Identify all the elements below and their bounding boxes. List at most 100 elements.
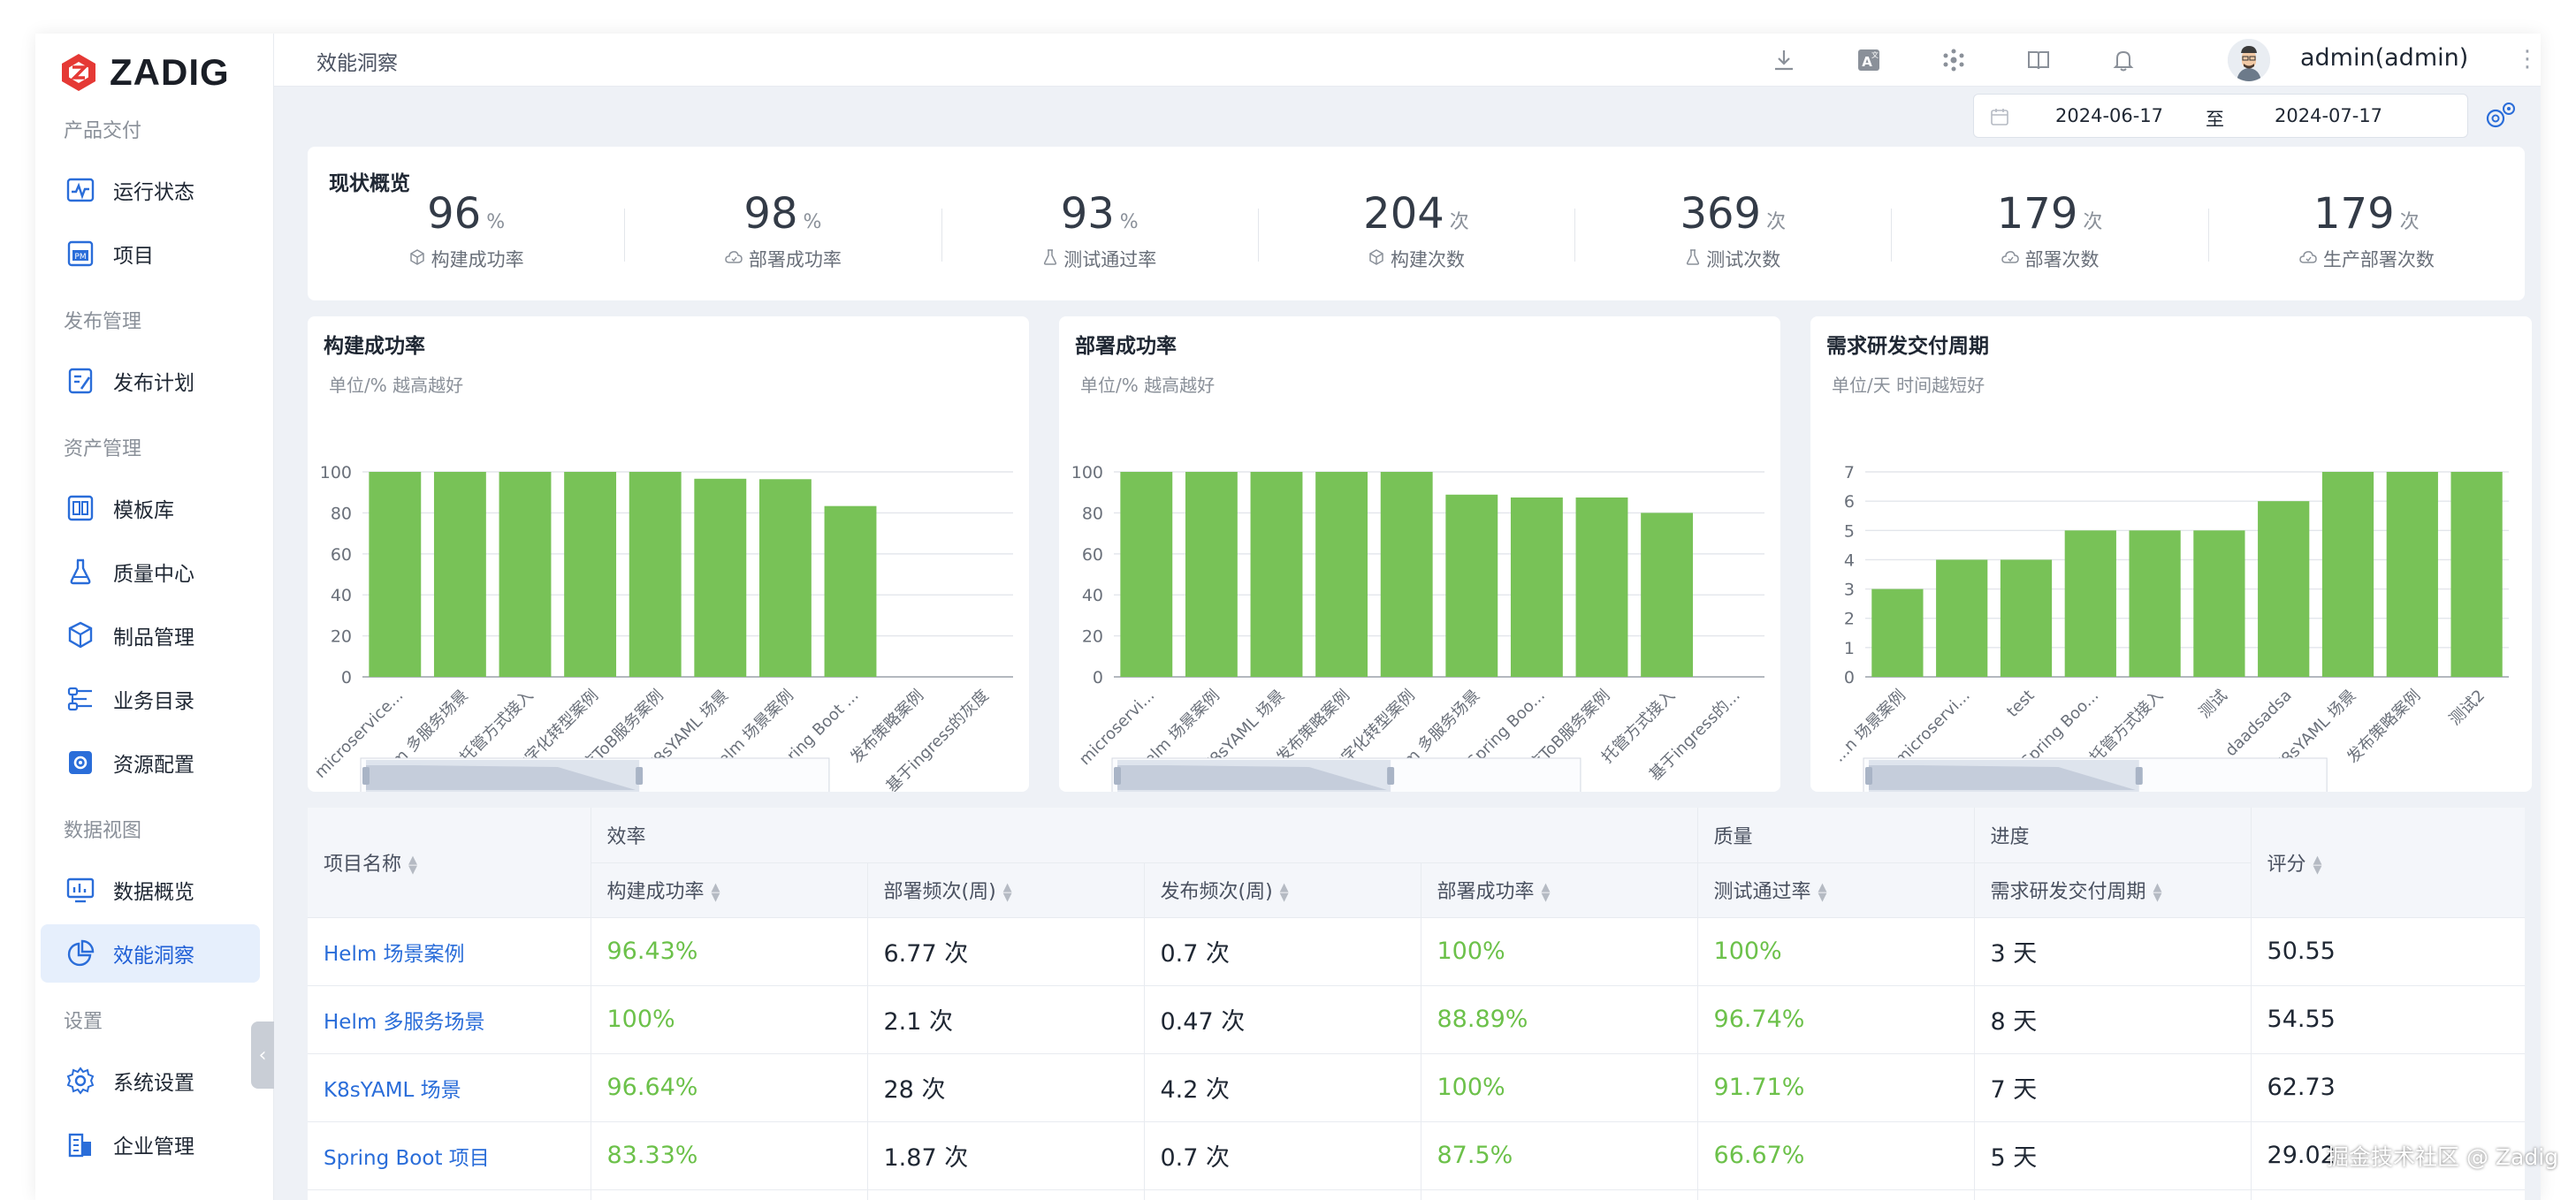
bar[interactable] xyxy=(1575,497,1628,677)
bar[interactable] xyxy=(1380,472,1433,677)
cell-build-rate: 83.33% xyxy=(591,1121,868,1190)
y-tick-label: 6 xyxy=(1844,492,1855,512)
plugins-icon[interactable] xyxy=(1938,44,1970,76)
bar[interactable] xyxy=(694,478,747,677)
sidebar-collapse-button[interactable]: ‹ xyxy=(251,1022,274,1089)
sidebar-item-label: 企业管理 xyxy=(113,1135,194,1158)
watermark: 掘金技术社区 @ Zadig xyxy=(2327,1144,2559,1170)
stat-divider xyxy=(1257,209,1259,262)
flask-icon xyxy=(1685,248,1701,270)
y-tick-label: 4 xyxy=(1844,551,1855,570)
bar[interactable] xyxy=(1871,589,1924,677)
sidebar-item-data-overview[interactable]: 数据概览 xyxy=(41,861,260,919)
sidebar-item-templates[interactable]: 模板库 xyxy=(41,479,260,537)
date-start[interactable]: 2024-06-17 xyxy=(2055,105,2164,126)
zoom-slider-handle[interactable] xyxy=(2135,767,2143,785)
bar[interactable] xyxy=(758,479,812,677)
bar[interactable] xyxy=(629,472,682,677)
bar[interactable] xyxy=(2000,559,2053,677)
sort-icon[interactable]: ▲ ▼ xyxy=(1541,881,1551,904)
cell-deploy-rate: 88.89% xyxy=(1421,985,1698,1054)
bell-icon[interactable] xyxy=(2107,44,2139,76)
sidebar-item-label: 项目 xyxy=(113,245,154,268)
bar[interactable] xyxy=(1936,559,1988,677)
sidebar-item-insights[interactable]: 效能洞察 xyxy=(41,924,260,983)
cell-delivery-cycle: 8 天 xyxy=(1974,985,2252,1054)
bar[interactable] xyxy=(1120,472,1173,677)
stat-label: 构建次数 xyxy=(1390,249,1465,270)
group-label-release: 发布管理 xyxy=(64,311,142,333)
chart-title: 需求研发交付周期 xyxy=(1826,335,1989,358)
col-score[interactable]: 评分 ▲ ▼ xyxy=(2251,808,2525,918)
bar[interactable] xyxy=(1445,494,1498,677)
cell-deploy-freq: 1.87 次 xyxy=(867,1121,1145,1190)
bar[interactable] xyxy=(824,505,877,677)
bar[interactable] xyxy=(1315,472,1368,677)
col-delivery-cycle[interactable]: 需求研发交付周期 ▲ ▼ xyxy=(1974,862,2252,918)
zoom-slider-handle[interactable] xyxy=(362,767,370,785)
download-icon[interactable] xyxy=(1768,44,1800,76)
date-range-picker[interactable]: 2024-06-17 至 2024-07-17 xyxy=(1973,94,2468,138)
project-link[interactable]: Helm 多服务场景 xyxy=(308,985,591,1054)
sort-icon[interactable]: ▲ ▼ xyxy=(408,853,418,877)
project-link[interactable]: Spring Boot 项目 xyxy=(308,1121,591,1190)
sidebar-item-system-settings[interactable]: 系统设置 xyxy=(41,1052,260,1110)
bar[interactable] xyxy=(1185,472,1238,677)
cell-delivery-cycle: 5 天 xyxy=(1974,1121,2252,1190)
bar[interactable] xyxy=(2450,472,2503,677)
zoom-slider-handle[interactable] xyxy=(1114,767,1121,785)
col-deploy-rate[interactable]: 部署成功率 ▲ ▼ xyxy=(1421,862,1698,918)
avatar[interactable] xyxy=(2228,39,2270,81)
col-build-rate[interactable]: 构建成功率 ▲ ▼ xyxy=(591,862,868,918)
sidebar-item-project[interactable]: PM 项目 xyxy=(41,224,260,283)
svg-text:PM: PM xyxy=(74,253,86,262)
cell-deploy-rate: 100% xyxy=(1421,1053,1698,1122)
stat-value: 93 xyxy=(1060,189,1115,239)
bar[interactable] xyxy=(369,472,422,677)
bar[interactable] xyxy=(564,472,617,677)
sort-icon[interactable]: ▲ ▼ xyxy=(2313,853,2322,877)
bar[interactable] xyxy=(2064,530,2116,677)
sort-icon[interactable]: ▲ ▼ xyxy=(1818,881,1827,904)
sidebar-item-release-plan[interactable]: 发布计划 xyxy=(41,352,260,410)
bar[interactable] xyxy=(2193,530,2245,677)
sidebar-item-status[interactable]: 运行状态 xyxy=(41,161,260,219)
bar[interactable] xyxy=(2386,472,2438,677)
bar[interactable] xyxy=(2321,472,2374,677)
more-menu-icon[interactable]: ⋮ xyxy=(2516,46,2539,72)
sidebar-item-resources[interactable]: 资源配置 xyxy=(41,733,260,792)
bar[interactable] xyxy=(2129,530,2181,677)
sort-icon[interactable]: ▲ ▼ xyxy=(711,881,720,904)
bar[interactable] xyxy=(2258,501,2310,677)
sort-icon[interactable]: ▲ ▼ xyxy=(1279,881,1289,904)
bar[interactable] xyxy=(1510,497,1563,677)
col-release-freq[interactable]: 发布频次(周) ▲ ▼ xyxy=(1144,862,1421,918)
date-end[interactable]: 2024-07-17 xyxy=(2275,105,2383,126)
overview-stat: 93% 测试通过率 xyxy=(941,189,1258,272)
project-link[interactable]: K8sYAML 场景 xyxy=(308,1053,591,1122)
bar[interactable] xyxy=(1250,472,1303,677)
sort-icon[interactable]: ▲ ▼ xyxy=(1002,881,1012,904)
insight-settings-icon[interactable] xyxy=(2481,99,2519,134)
bar[interactable] xyxy=(1641,513,1694,677)
x-tick-label: 测试2 xyxy=(2446,687,2488,729)
project-link[interactable]: Helm 场景案例 xyxy=(308,917,591,986)
sidebar-item-quality[interactable]: 质量中心 xyxy=(41,543,260,601)
zadig-logo[interactable]: ZADIG xyxy=(58,48,230,97)
col-project-name[interactable]: 项目名称 ▲ ▼ xyxy=(308,808,591,918)
sidebar-item-artifacts[interactable]: 制品管理 xyxy=(41,606,260,665)
sort-icon[interactable]: ▲ ▼ xyxy=(2153,881,2162,904)
docs-book-icon[interactable] xyxy=(2023,44,2054,76)
zoom-slider-handle[interactable] xyxy=(1387,767,1395,785)
col-deploy-freq[interactable]: 部署频次(周) ▲ ▼ xyxy=(867,862,1145,918)
bar[interactable] xyxy=(433,472,486,677)
sidebar-item-enterprise[interactable]: 企业管理 xyxy=(41,1115,260,1173)
bar[interactable] xyxy=(499,472,552,677)
zoom-slider-handle[interactable] xyxy=(636,767,644,785)
zoom-slider-handle[interactable] xyxy=(1865,767,1872,785)
col-test-rate[interactable]: 测试通过率 ▲ ▼ xyxy=(1697,862,1975,918)
user-name[interactable]: admin(admin) xyxy=(2300,44,2469,72)
sidebar-item-catalog[interactable]: 业务目录 xyxy=(41,670,260,728)
